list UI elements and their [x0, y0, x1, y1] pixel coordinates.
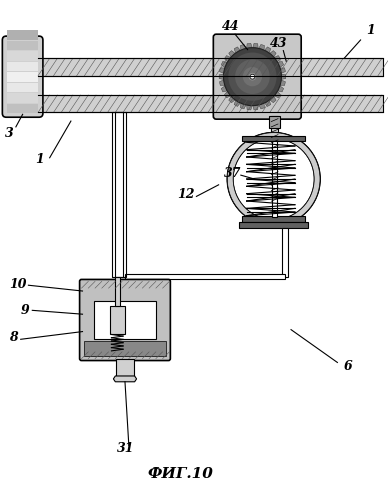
- Bar: [115, 112, 123, 276]
- Polygon shape: [240, 103, 246, 109]
- Circle shape: [235, 59, 270, 94]
- Polygon shape: [280, 80, 286, 85]
- Bar: [269, 116, 280, 128]
- Polygon shape: [234, 100, 240, 106]
- Polygon shape: [113, 376, 137, 382]
- Polygon shape: [253, 43, 258, 48]
- Circle shape: [250, 74, 255, 79]
- FancyBboxPatch shape: [38, 95, 383, 112]
- Polygon shape: [278, 86, 284, 92]
- Polygon shape: [229, 50, 235, 57]
- Bar: [242, 136, 305, 141]
- Polygon shape: [229, 96, 235, 103]
- Text: 44: 44: [222, 20, 239, 33]
- Bar: [239, 223, 308, 228]
- Polygon shape: [270, 50, 276, 57]
- Bar: [116, 359, 134, 376]
- FancyBboxPatch shape: [80, 279, 170, 361]
- Bar: [272, 141, 277, 217]
- Polygon shape: [247, 43, 252, 48]
- Bar: [7, 41, 38, 50]
- FancyBboxPatch shape: [38, 58, 383, 76]
- Bar: [125, 273, 285, 279]
- Text: 9: 9: [21, 304, 30, 317]
- Polygon shape: [219, 80, 225, 85]
- Circle shape: [223, 48, 281, 106]
- Polygon shape: [270, 96, 276, 103]
- FancyBboxPatch shape: [2, 36, 43, 117]
- Polygon shape: [274, 91, 280, 98]
- Text: 3: 3: [5, 127, 14, 140]
- Bar: [7, 72, 38, 82]
- Circle shape: [227, 133, 320, 226]
- Bar: [7, 93, 38, 103]
- Bar: [84, 341, 166, 356]
- Polygon shape: [224, 91, 231, 98]
- Text: ФИГ.10: ФИГ.10: [147, 468, 213, 482]
- Bar: [115, 276, 120, 305]
- Circle shape: [249, 73, 256, 80]
- Text: 12: 12: [177, 188, 194, 201]
- Polygon shape: [259, 44, 265, 50]
- Bar: [112, 112, 126, 276]
- Polygon shape: [278, 61, 284, 67]
- Polygon shape: [234, 47, 240, 53]
- Polygon shape: [274, 55, 280, 62]
- Bar: [94, 301, 156, 339]
- Bar: [7, 30, 38, 40]
- Polygon shape: [224, 55, 231, 62]
- Bar: [242, 216, 305, 223]
- Polygon shape: [259, 103, 265, 109]
- Text: 6: 6: [344, 360, 353, 373]
- Polygon shape: [221, 86, 227, 92]
- Polygon shape: [281, 74, 286, 79]
- Text: 10: 10: [9, 278, 26, 291]
- Text: 1: 1: [35, 153, 44, 166]
- Text: 43: 43: [270, 37, 287, 50]
- Polygon shape: [253, 105, 258, 110]
- Bar: [271, 116, 278, 201]
- Polygon shape: [219, 74, 223, 79]
- Polygon shape: [240, 44, 246, 50]
- Wedge shape: [227, 133, 320, 226]
- Text: 1: 1: [366, 24, 375, 37]
- Bar: [7, 51, 38, 61]
- Circle shape: [228, 52, 277, 101]
- Bar: [110, 305, 125, 334]
- Polygon shape: [221, 61, 227, 67]
- Polygon shape: [247, 105, 252, 110]
- Circle shape: [243, 67, 262, 86]
- Polygon shape: [280, 68, 286, 73]
- Polygon shape: [265, 47, 271, 53]
- Bar: [7, 104, 38, 113]
- Bar: [282, 228, 288, 276]
- Text: 37: 37: [223, 167, 241, 180]
- Text: 8: 8: [9, 331, 18, 344]
- Bar: [7, 83, 38, 92]
- Polygon shape: [265, 100, 271, 106]
- Text: 31: 31: [117, 442, 135, 455]
- Polygon shape: [219, 68, 225, 73]
- FancyBboxPatch shape: [213, 34, 301, 119]
- Bar: [7, 62, 38, 71]
